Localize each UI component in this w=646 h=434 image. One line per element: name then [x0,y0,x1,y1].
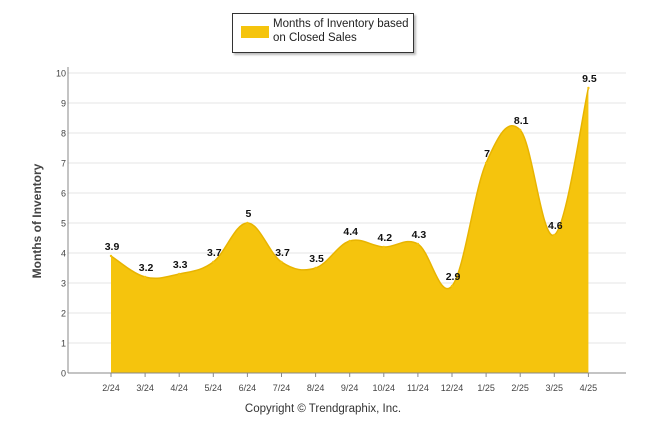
data-point [587,86,590,90]
x-tick-labels: 2/24 3/24 4/24 5/24 6/24 7/24 8/24 9/24 10/24 11/… [102,383,597,393]
data-label: 9.5 [582,73,597,85]
x-tick-label: 8/24 [307,383,325,393]
legend-swatch [241,26,269,38]
data-label: 7 [484,148,490,160]
x-tick-label: 7/24 [273,383,291,393]
data-label: 3.9 [105,241,120,253]
x-tick-label: 3/24 [136,383,154,393]
y-tick-label: 8 [61,129,66,139]
y-tick-label: 9 [61,99,66,109]
data-point [416,242,420,246]
data-labels: 3.9 3.2 3.3 3.7 5 3.7 3.5 4.4 4.2 4.3 2.9 7 8.1 4.6 9.… [105,73,597,283]
data-point [450,284,454,288]
y-tick-label: 3 [61,279,66,289]
x-tick-label: 4/24 [170,383,188,393]
data-point [382,245,385,249]
y-tick-label: 0 [61,369,66,379]
y-tick-label: 2 [61,309,66,319]
axes [67,67,626,377]
data-label: 4.6 [548,220,563,232]
x-tick-label: 12/24 [441,383,464,393]
data-label: 4.2 [377,232,392,244]
x-tick-label: 11/24 [407,383,429,393]
data-point [484,161,488,165]
data-point [348,239,351,243]
data-label: 3.3 [173,259,188,271]
area-fill [111,88,589,373]
data-point [519,128,522,132]
data-label: 5 [245,208,251,220]
y-tick-label: 5 [61,219,66,229]
data-label: 2.9 [446,271,461,283]
y-tick-label: 7 [61,159,66,169]
x-tick-label: 9/24 [341,383,359,393]
data-label: 3.2 [139,262,154,274]
data-point [178,272,181,276]
data-point [314,266,317,270]
area-series [109,86,590,373]
data-point [246,221,249,225]
data-point [109,254,113,258]
x-tick-label: 2/25 [511,383,529,393]
x-tick-label: 1/25 [477,383,495,393]
y-tick-label: 10 [56,69,66,79]
y-axis-title: Months of Inventory [30,163,44,279]
series-line [110,87,590,290]
y-tick-labels: 0 1 2 3 4 5 6 7 8 9 10 [56,69,66,379]
y-tick-label: 6 [61,189,66,199]
data-label: 3.5 [309,253,324,265]
y-tick-label: 1 [61,339,66,349]
x-tick-label: 10/24 [373,383,396,393]
data-label: 3.7 [275,247,290,259]
x-tick-label: 5/24 [205,383,223,393]
data-label: 8.1 [514,115,529,127]
data-label: 4.3 [412,229,427,241]
data-point [212,260,215,264]
data-label: 4.4 [343,226,358,238]
legend-label: Months of Inventory based on Closed Sale… [273,18,409,44]
copyright-text: Copyright © Trendgraphix, Inc. [244,403,402,415]
data-label: 3.7 [207,247,222,259]
y-tick-label: 4 [61,249,66,259]
legend: Months of Inventory based on Closed Sale… [232,13,414,53]
x-tick-label: 3/25 [546,383,564,393]
data-point [553,233,556,237]
x-tick-label: 6/24 [239,383,257,393]
data-point [280,260,283,264]
x-tick-label: 4/25 [580,383,598,393]
x-tick-label: 2/24 [102,383,120,393]
data-point [143,275,147,279]
